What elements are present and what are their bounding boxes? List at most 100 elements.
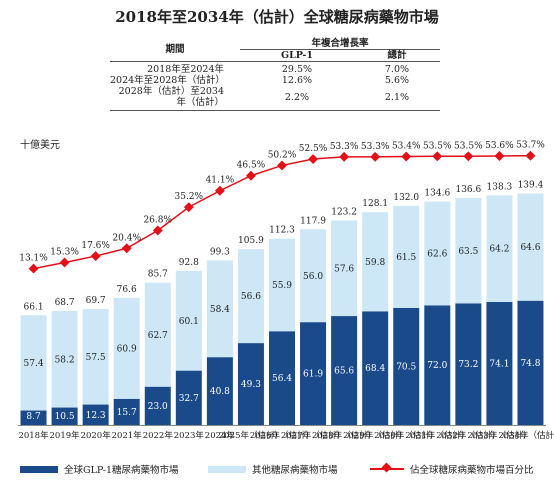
bar-other (362, 212, 389, 312)
bar-total-label: 99.3 (210, 247, 230, 257)
bar-other-label: 58.4 (210, 305, 230, 315)
pct-label: 53.6% (485, 141, 514, 151)
cagr-glp1: 2.2% (284, 91, 310, 103)
bar-glp1-label: 73.2 (458, 360, 478, 370)
legend-swatch-other (208, 465, 246, 473)
bar-total-label: 132.0 (393, 193, 419, 203)
pct-label: 17.6% (81, 241, 110, 251)
bar-glp1-label: 74.1 (489, 359, 509, 369)
legend-item-glp1: 全球GLP-1糖尿病藥物市場 (20, 462, 179, 476)
cagr-row: 2028年（估計）至2034年（估計） 2.2% 2.1% (110, 86, 440, 111)
bar-glp1 (424, 305, 451, 425)
bar-total-label: 117.9 (300, 216, 326, 226)
bar-glp1-label: 49.3 (241, 380, 261, 390)
bar-total-label: 112.3 (269, 226, 295, 236)
bar-glp1-label: 12.3 (86, 411, 106, 421)
bar-total-label: 134.6 (424, 189, 450, 199)
pct-marker (277, 160, 287, 171)
pct-marker (152, 225, 163, 236)
bar-other-label: 56.6 (241, 292, 261, 302)
cagr-header: 年複合增長率 (240, 38, 440, 50)
bar-other-label: 64.2 (489, 245, 509, 255)
cagr-row: 2018年至2024年 29.5% 7.0% (110, 62, 440, 76)
bar-glp1 (269, 331, 295, 425)
cagr-glp1: 29.5% (281, 64, 313, 75)
x-tick-label: 2033年（估計） (467, 430, 531, 441)
cagr-period: 2024年至2028年（估計） (110, 75, 225, 86)
x-tick-label: 2027年（估計） (281, 430, 345, 441)
pct-label: 53.7% (516, 141, 545, 151)
bar-other-label: 63.5 (458, 247, 478, 257)
bar-total-label: 66.1 (24, 302, 44, 312)
cagr-total: 7.0% (384, 64, 410, 75)
x-tick-label: 2031年（估計） (405, 430, 469, 441)
bar-total-label: 105.9 (238, 236, 264, 246)
bar-other (455, 198, 482, 304)
pct-marker (432, 151, 443, 162)
bar-other-label: 61.5 (396, 253, 416, 263)
cagr-total: 2.1% (384, 91, 410, 103)
bar-other (331, 220, 358, 317)
x-tick-label: 2025年（估計） (219, 430, 283, 441)
x-tick-label: 2022年 (143, 430, 174, 441)
bar-glp1 (82, 404, 109, 425)
pct-label: 15.3% (50, 247, 79, 257)
pct-marker (525, 150, 536, 161)
pct-marker (90, 251, 101, 262)
pct-marker (401, 151, 412, 162)
pct-label: 50.2% (268, 150, 297, 160)
bar-glp1-label: 15.7 (117, 408, 137, 418)
bar-other (424, 201, 451, 306)
x-tick-label: 2026年（估計） (250, 430, 314, 441)
x-tick-label: 2029年（估計） (343, 430, 407, 441)
x-tick-label: 2020年 (81, 430, 112, 441)
bar-other-label: 57.4 (24, 359, 44, 369)
cagr-glp1: 12.6% (281, 75, 313, 86)
bar-glp1-label: 40.8 (210, 387, 230, 397)
bar-other (20, 315, 47, 411)
bar-glp1 (393, 307, 420, 425)
unit-label: 十億美元 (20, 140, 60, 151)
legend-label-glp1: 全球GLP-1糖尿病藥物市場 (64, 465, 179, 476)
bar-glp1 (206, 357, 233, 425)
bar-glp1 (331, 316, 358, 425)
x-tick-label: 2021年 (112, 430, 143, 441)
bar-other-label: 59.8 (365, 258, 385, 268)
bar-other-label: 60.1 (179, 317, 199, 327)
bar-total-label: 123.2 (331, 207, 357, 217)
pct-label: 13.1% (19, 254, 48, 264)
bar-other (206, 260, 233, 358)
bar-other (237, 249, 264, 344)
pct-label: 53.5% (423, 141, 452, 151)
x-tick-label: 2023年 (174, 430, 205, 441)
pct-label: 53.4% (392, 142, 421, 152)
pct-marker (308, 154, 319, 164)
bar-glp1-label: 68.4 (365, 364, 385, 374)
pct-marker (370, 151, 381, 162)
bar-glp1 (486, 301, 513, 425)
pct-marker (121, 243, 132, 254)
bar-other-label: 57.6 (334, 264, 354, 274)
bar-glp1-label: 65.6 (334, 367, 354, 377)
cagr-table: 期間 年複合增長率 GLP-1 總計 2018年至2024年 29.5% 7.0… (110, 38, 440, 111)
bar-glp1-label: 61.9 (303, 370, 323, 380)
bar-glp1-label: 8.7 (26, 412, 41, 422)
x-tick-label: 2028年（估計） (312, 430, 376, 441)
x-tick-label: 2030年（估計） (374, 430, 438, 441)
bar-other-label: 57.5 (86, 353, 106, 363)
bar-total-label: 76.6 (117, 285, 137, 295)
bar-other (300, 229, 327, 323)
cagr-total: 5.6% (384, 75, 410, 86)
pct-marker (214, 185, 225, 196)
pct-label: 53.5% (454, 141, 483, 151)
bar-glp1 (455, 303, 482, 425)
pct-label: 52.5% (299, 144, 328, 154)
bar-glp1 (300, 322, 327, 425)
bar-glp1 (51, 407, 78, 425)
bar-other-label: 58.2 (55, 355, 75, 365)
bar-other-label: 60.9 (117, 344, 137, 354)
x-tick-label: 2034年（估計） (498, 430, 554, 441)
period-header: 期間 (110, 38, 240, 62)
bar-other (82, 309, 109, 405)
pct-marker (463, 151, 474, 162)
